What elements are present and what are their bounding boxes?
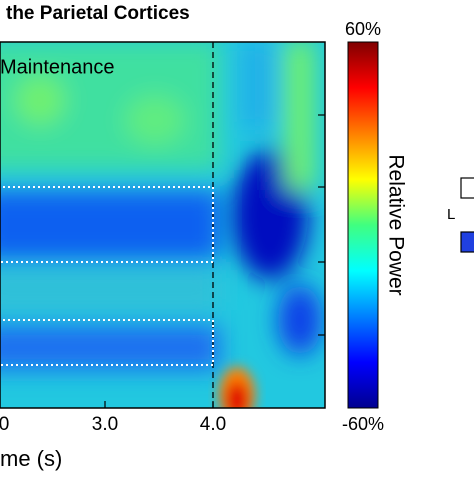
x-axis-label: me (s)	[0, 446, 62, 471]
annotation: Maintenance	[0, 56, 115, 78]
side-box	[460, 177, 474, 199]
x-tick-label: 0	[0, 414, 9, 435]
heatmap	[0, 42, 325, 408]
figure-title: the Parietal Cortices	[6, 3, 190, 24]
x-tick-label: 3.0	[92, 414, 118, 435]
plot-frame	[0, 41, 326, 409]
colorbar-label: Relative Power	[384, 154, 407, 295]
colorbar-min: -60%	[342, 414, 384, 434]
colorbar-max: 60%	[345, 19, 381, 39]
colorbar	[347, 41, 379, 409]
side-box-blue	[460, 231, 474, 253]
x-tick-label: 4.0	[200, 414, 226, 435]
side-label: L	[447, 206, 455, 223]
